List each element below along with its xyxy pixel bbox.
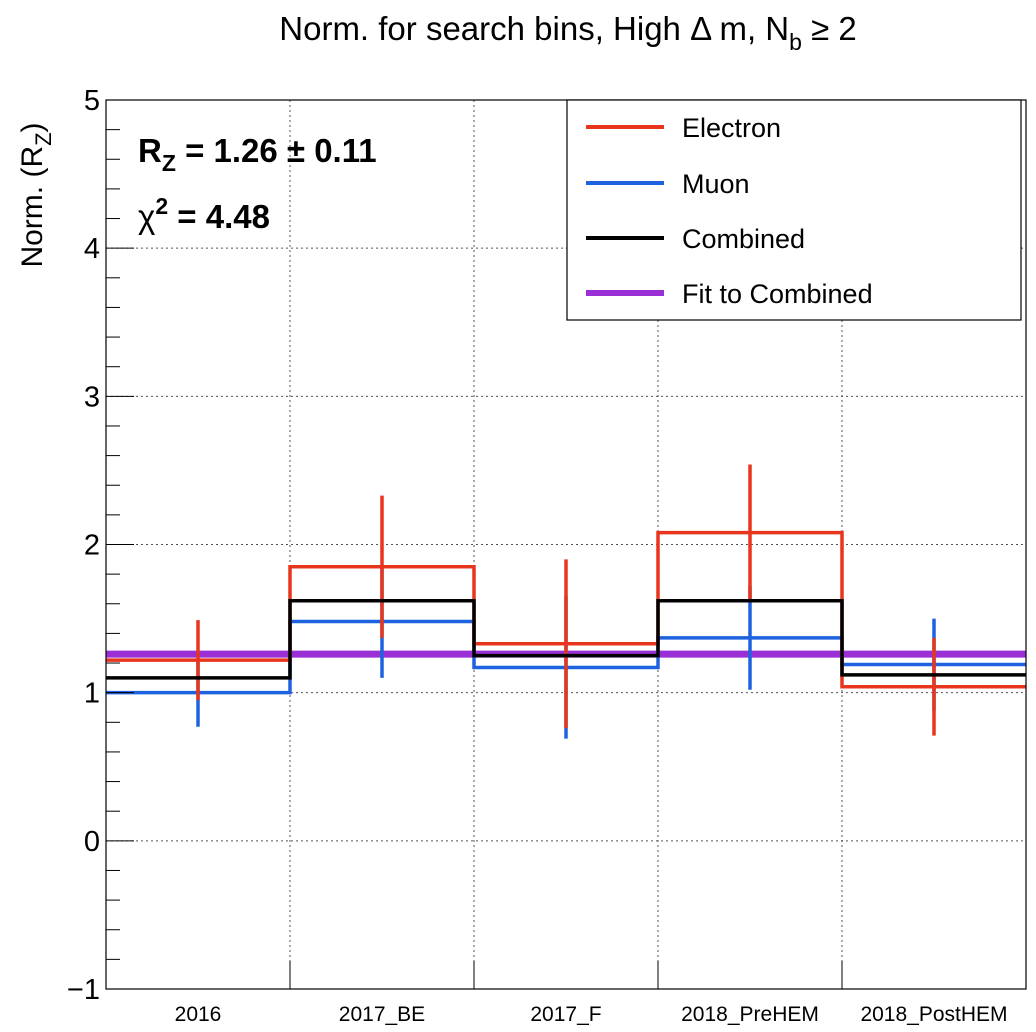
legend-label-combined: Combined — [682, 224, 805, 254]
combined-step-line — [106, 599, 1026, 680]
y-tick-label-4: 3 — [84, 381, 100, 413]
y-tick-label-0: −1 — [67, 974, 100, 1006]
legend-label-electron: Electron — [682, 113, 781, 143]
legend-label-muon: Muon — [682, 169, 750, 199]
legend-box — [566, 99, 1022, 321]
rz-annotation: RZ = 1.26 ± 0.11 — [138, 132, 377, 176]
x-tick-label-4: 2018_PostHEM — [860, 1003, 1007, 1026]
ticks: −1 0 1 2 3 4 5 2016 2017_BE 2017_F 2018_PreHEM 2018… — [67, 85, 1008, 1026]
series-layer — [106, 464, 1026, 739]
legend-label-fit: Fit to Combined — [682, 279, 873, 309]
x-tick-label-1: 2017_BE — [339, 1003, 425, 1026]
y-tick-label-2: 1 — [84, 678, 100, 710]
y-tick-label-3: 2 — [84, 530, 100, 562]
y-axis-label: Norm. (RZ) — [16, 122, 56, 267]
y-tick-label-5: 4 — [84, 233, 100, 265]
y-tick-label-6: 5 — [84, 85, 100, 117]
x-tick-label-2: 2017_F — [530, 1003, 601, 1026]
chart-title: Norm. for search bins, High Δ m, Nb ≥ 2 — [279, 10, 856, 55]
x-tick-label-3: 2018_PreHEM — [681, 1003, 819, 1026]
legend: Electron Muon Combined Fit to Combined — [566, 99, 1022, 321]
chi2-annotation: χ2 = 4.48 — [138, 193, 270, 235]
y-tick-label-1: 0 — [84, 826, 100, 858]
x-tick-label-0: 2016 — [175, 1003, 222, 1026]
